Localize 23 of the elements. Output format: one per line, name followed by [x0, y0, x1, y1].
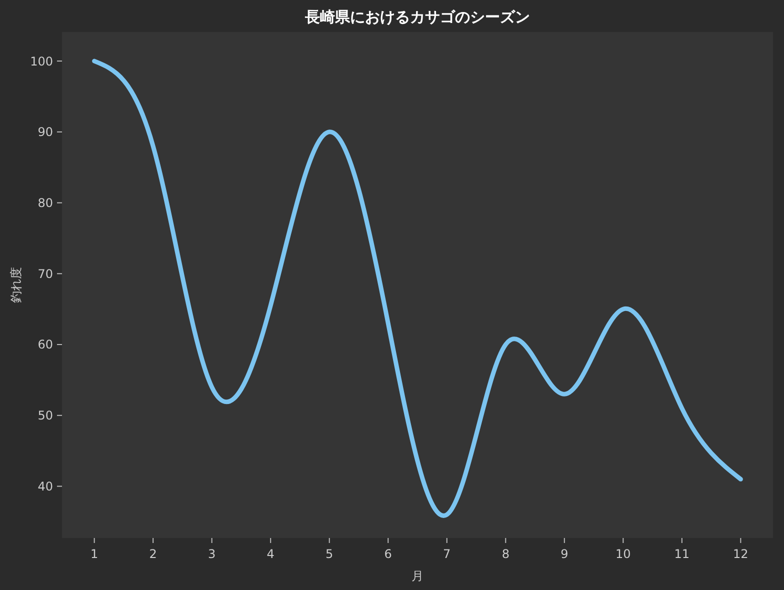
- line-series: [92, 58, 743, 517]
- y-tick-label: 70: [38, 266, 53, 281]
- x-tick-label: 5: [326, 547, 334, 561]
- y-tick-label: 100: [30, 54, 53, 68]
- x-axis-title: 月: [412, 569, 424, 583]
- x-tick-label: 1: [90, 547, 98, 561]
- x-tick-label: 8: [502, 547, 510, 561]
- y-tick-label: 90: [38, 125, 53, 140]
- chart-title: 長崎県におけるカサゴのシーズン: [304, 8, 530, 26]
- x-tick-label: 10: [616, 547, 631, 561]
- y-axis-title: 釣れ度: [9, 267, 23, 303]
- y-tick-label: 60: [38, 338, 53, 352]
- y-tick-label: 40: [38, 479, 53, 494]
- y-tick-label: 80: [38, 196, 53, 210]
- x-tick-label: 3: [208, 547, 216, 561]
- y-tick-label: 50: [38, 408, 53, 423]
- x-tick-label: 12: [733, 547, 748, 561]
- x-tick-label: 4: [266, 547, 274, 561]
- x-tick-label: 9: [560, 547, 568, 561]
- x-tick-label: 11: [674, 547, 690, 561]
- x-tick-label: 7: [443, 547, 451, 561]
- x-tick-label: 2: [149, 547, 157, 561]
- x-tick-label: 6: [384, 547, 392, 561]
